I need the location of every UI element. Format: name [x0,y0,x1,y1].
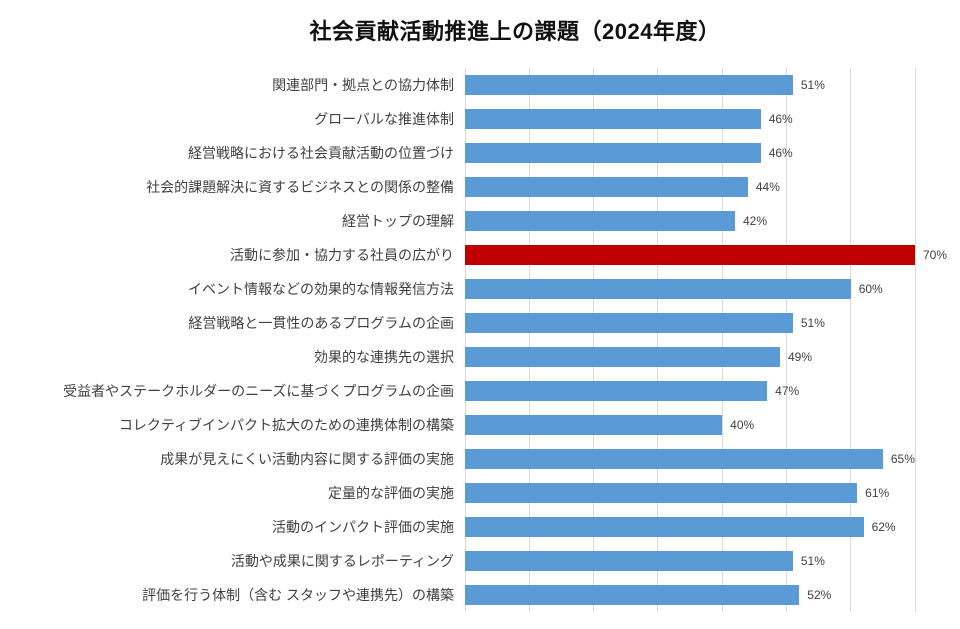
chart-row: 経営戦略における社会貢献活動の位置づけ 46% [0,136,960,170]
bar-track: 60% [465,272,915,306]
value-label: 51% [800,316,825,330]
bar-track: 51% [465,68,915,102]
value-label: 46% [768,112,793,126]
chart-rows: 関連部門・拠点との協力体制 51% グローバルな推進体制 46% 経営戦略における社会貢… [0,68,960,612]
category-label: 評価を行う体制（含む スタッフや連携先）の構築 [142,587,454,603]
chart-row: 活動や成果に関するレポーティング 51% [0,544,960,578]
bar-track: 47% [465,374,915,408]
bar [465,517,864,537]
category-label: 経営トップの理解 [342,213,454,229]
bar-track: 49% [465,340,915,374]
chart-row: 社会的課題解決に資するビジネスとの関係の整備 44% [0,170,960,204]
chart-title: 社会貢献活動推進上の課題（2024年度） [309,19,721,44]
chart-row: 定量的な評価の実施 61% [0,476,960,510]
chart-row: 評価を行う体制（含む スタッフや連携先）の構築 52% [0,578,960,612]
bar [465,483,858,503]
value-label: 52% [807,588,832,602]
chart-row: グローバルな推進体制 46% [0,102,960,136]
chart-row: 受益者やステークホルダーのニーズに基づくプログラムの企画 47% [0,374,960,408]
chart-row: 効果的な連携先の選択 49% [0,340,960,374]
chart-row: 活動に参加・協力する社員の広がり 70% [0,238,960,272]
bar [465,381,768,401]
chart-row: コレクティブインパクト拡大のための連携体制の構築 40% [0,408,960,442]
category-label: 経営戦略と一貫性のあるプログラムの企画 [188,315,454,331]
bar-track: 51% [465,544,915,578]
category-label: 活動や成果に関するレポーティング [230,553,454,569]
bar [465,75,793,95]
chart-row: 関連部門・拠点との協力体制 51% [0,68,960,102]
gridline [464,68,466,612]
category-label: 受益者やステークホルダーのニーズに基づくプログラムの企画 [63,383,454,399]
bar [465,551,793,571]
category-label: 成果が見えにくい活動内容に関する評価の実施 [160,451,454,467]
gridline [785,68,787,612]
bar-track: 44% [465,170,915,204]
chart-row: 成果が見えにくい活動内容に関する評価の実施 65% [0,442,960,476]
value-label: 62% [871,520,896,534]
bar-track: 52% [465,578,915,612]
gridline [528,68,530,612]
category-label: 活動に参加・協力する社員の広がり [230,247,454,263]
category-label: 活動のインパクト評価の実施 [272,519,454,535]
value-label: 65% [890,452,915,466]
value-label: 51% [800,554,825,568]
bar [465,585,800,605]
value-label: 46% [768,146,793,160]
chart-row: イベント情報などの効果的な情報発信方法 60% [0,272,960,306]
value-label: 47% [775,384,800,398]
bar [465,449,883,469]
bar [465,211,735,231]
bar-track: 61% [465,476,915,510]
bar-track: 65% [465,442,915,476]
value-label: 42% [743,214,768,228]
category-label: 効果的な連携先の選択 [314,349,454,365]
bar [465,347,780,367]
bar [465,415,723,435]
bar [465,245,915,265]
bar [465,109,761,129]
category-label: 社会的課題解決に資するビジネスとの関係の整備 [146,179,454,195]
category-label: 経営戦略における社会貢献活動の位置づけ [188,145,454,161]
gridline [721,68,723,612]
chart-row: 活動のインパクト評価の実施 62% [0,510,960,544]
value-label: 60% [858,282,883,296]
bar-track: 62% [465,510,915,544]
gridline [850,68,852,612]
value-label: 44% [755,180,780,194]
plot-area [464,68,916,612]
gridline [593,68,595,612]
bar [465,313,793,333]
value-label: 70% [923,248,948,262]
bar [465,143,761,163]
bar-track: 51% [465,306,915,340]
bar-track: 70% [465,238,947,272]
bar-track: 42% [465,204,915,238]
gridline [914,68,916,612]
value-label: 61% [865,486,890,500]
bar [465,177,748,197]
category-label: 関連部門・拠点との協力体制 [272,77,454,93]
chart-row: 経営トップの理解 42% [0,204,960,238]
category-label: グローバルな推進体制 [314,111,454,127]
bar-track: 46% [465,136,915,170]
bar-track: 46% [465,102,915,136]
value-label: 40% [730,418,755,432]
value-label: 49% [788,350,813,364]
category-label: イベント情報などの効果的な情報発信方法 [188,281,454,297]
value-label: 51% [800,78,825,92]
category-label: 定量的な評価の実施 [328,485,454,501]
gridline [657,68,659,612]
bar-track: 40% [465,408,915,442]
bar [465,279,851,299]
chart-row: 経営戦略と一貫性のあるプログラムの企画 51% [0,306,960,340]
category-label: コレクティブインパクト拡大のための連携体制の構築 [118,417,454,433]
